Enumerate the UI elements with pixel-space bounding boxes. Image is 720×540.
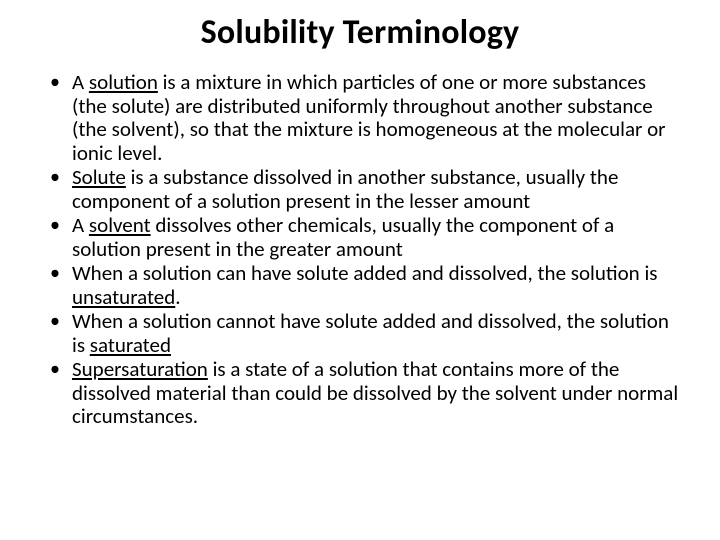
- bullet-post: .: [175, 284, 180, 310]
- bullet-post: is a substance dissolved in another subs…: [72, 164, 618, 214]
- bullet-pre: A: [72, 212, 89, 238]
- list-item: A solvent dissolves other chemicals, usu…: [48, 214, 680, 261]
- bullet-term: solvent: [89, 212, 151, 238]
- slide-title: Solubility Terminology: [40, 12, 680, 53]
- bullet-term: solution: [89, 69, 158, 95]
- bullet-post: dissolves other chemicals, usually the c…: [72, 212, 614, 262]
- bullet-pre: A: [72, 69, 89, 95]
- bullet-pre: When a solution can have solute added an…: [72, 260, 658, 286]
- list-item: A solution is a mixture in which particl…: [48, 71, 680, 165]
- bullet-post: is a mixture in which particles of one o…: [72, 69, 666, 166]
- list-item: When a solution can have solute added an…: [48, 262, 680, 309]
- bullet-list: A solution is a mixture in which particl…: [40, 71, 680, 429]
- list-item: When a solution cannot have solute added…: [48, 310, 680, 357]
- bullet-term: Solute: [72, 164, 126, 190]
- bullet-term: Supersaturation: [72, 356, 208, 382]
- list-item: Supersaturation is a state of a solution…: [48, 358, 680, 429]
- bullet-term: unsaturated: [72, 284, 175, 310]
- list-item: Solute is a substance dissolved in anoth…: [48, 166, 680, 213]
- bullet-term: saturated: [90, 332, 171, 358]
